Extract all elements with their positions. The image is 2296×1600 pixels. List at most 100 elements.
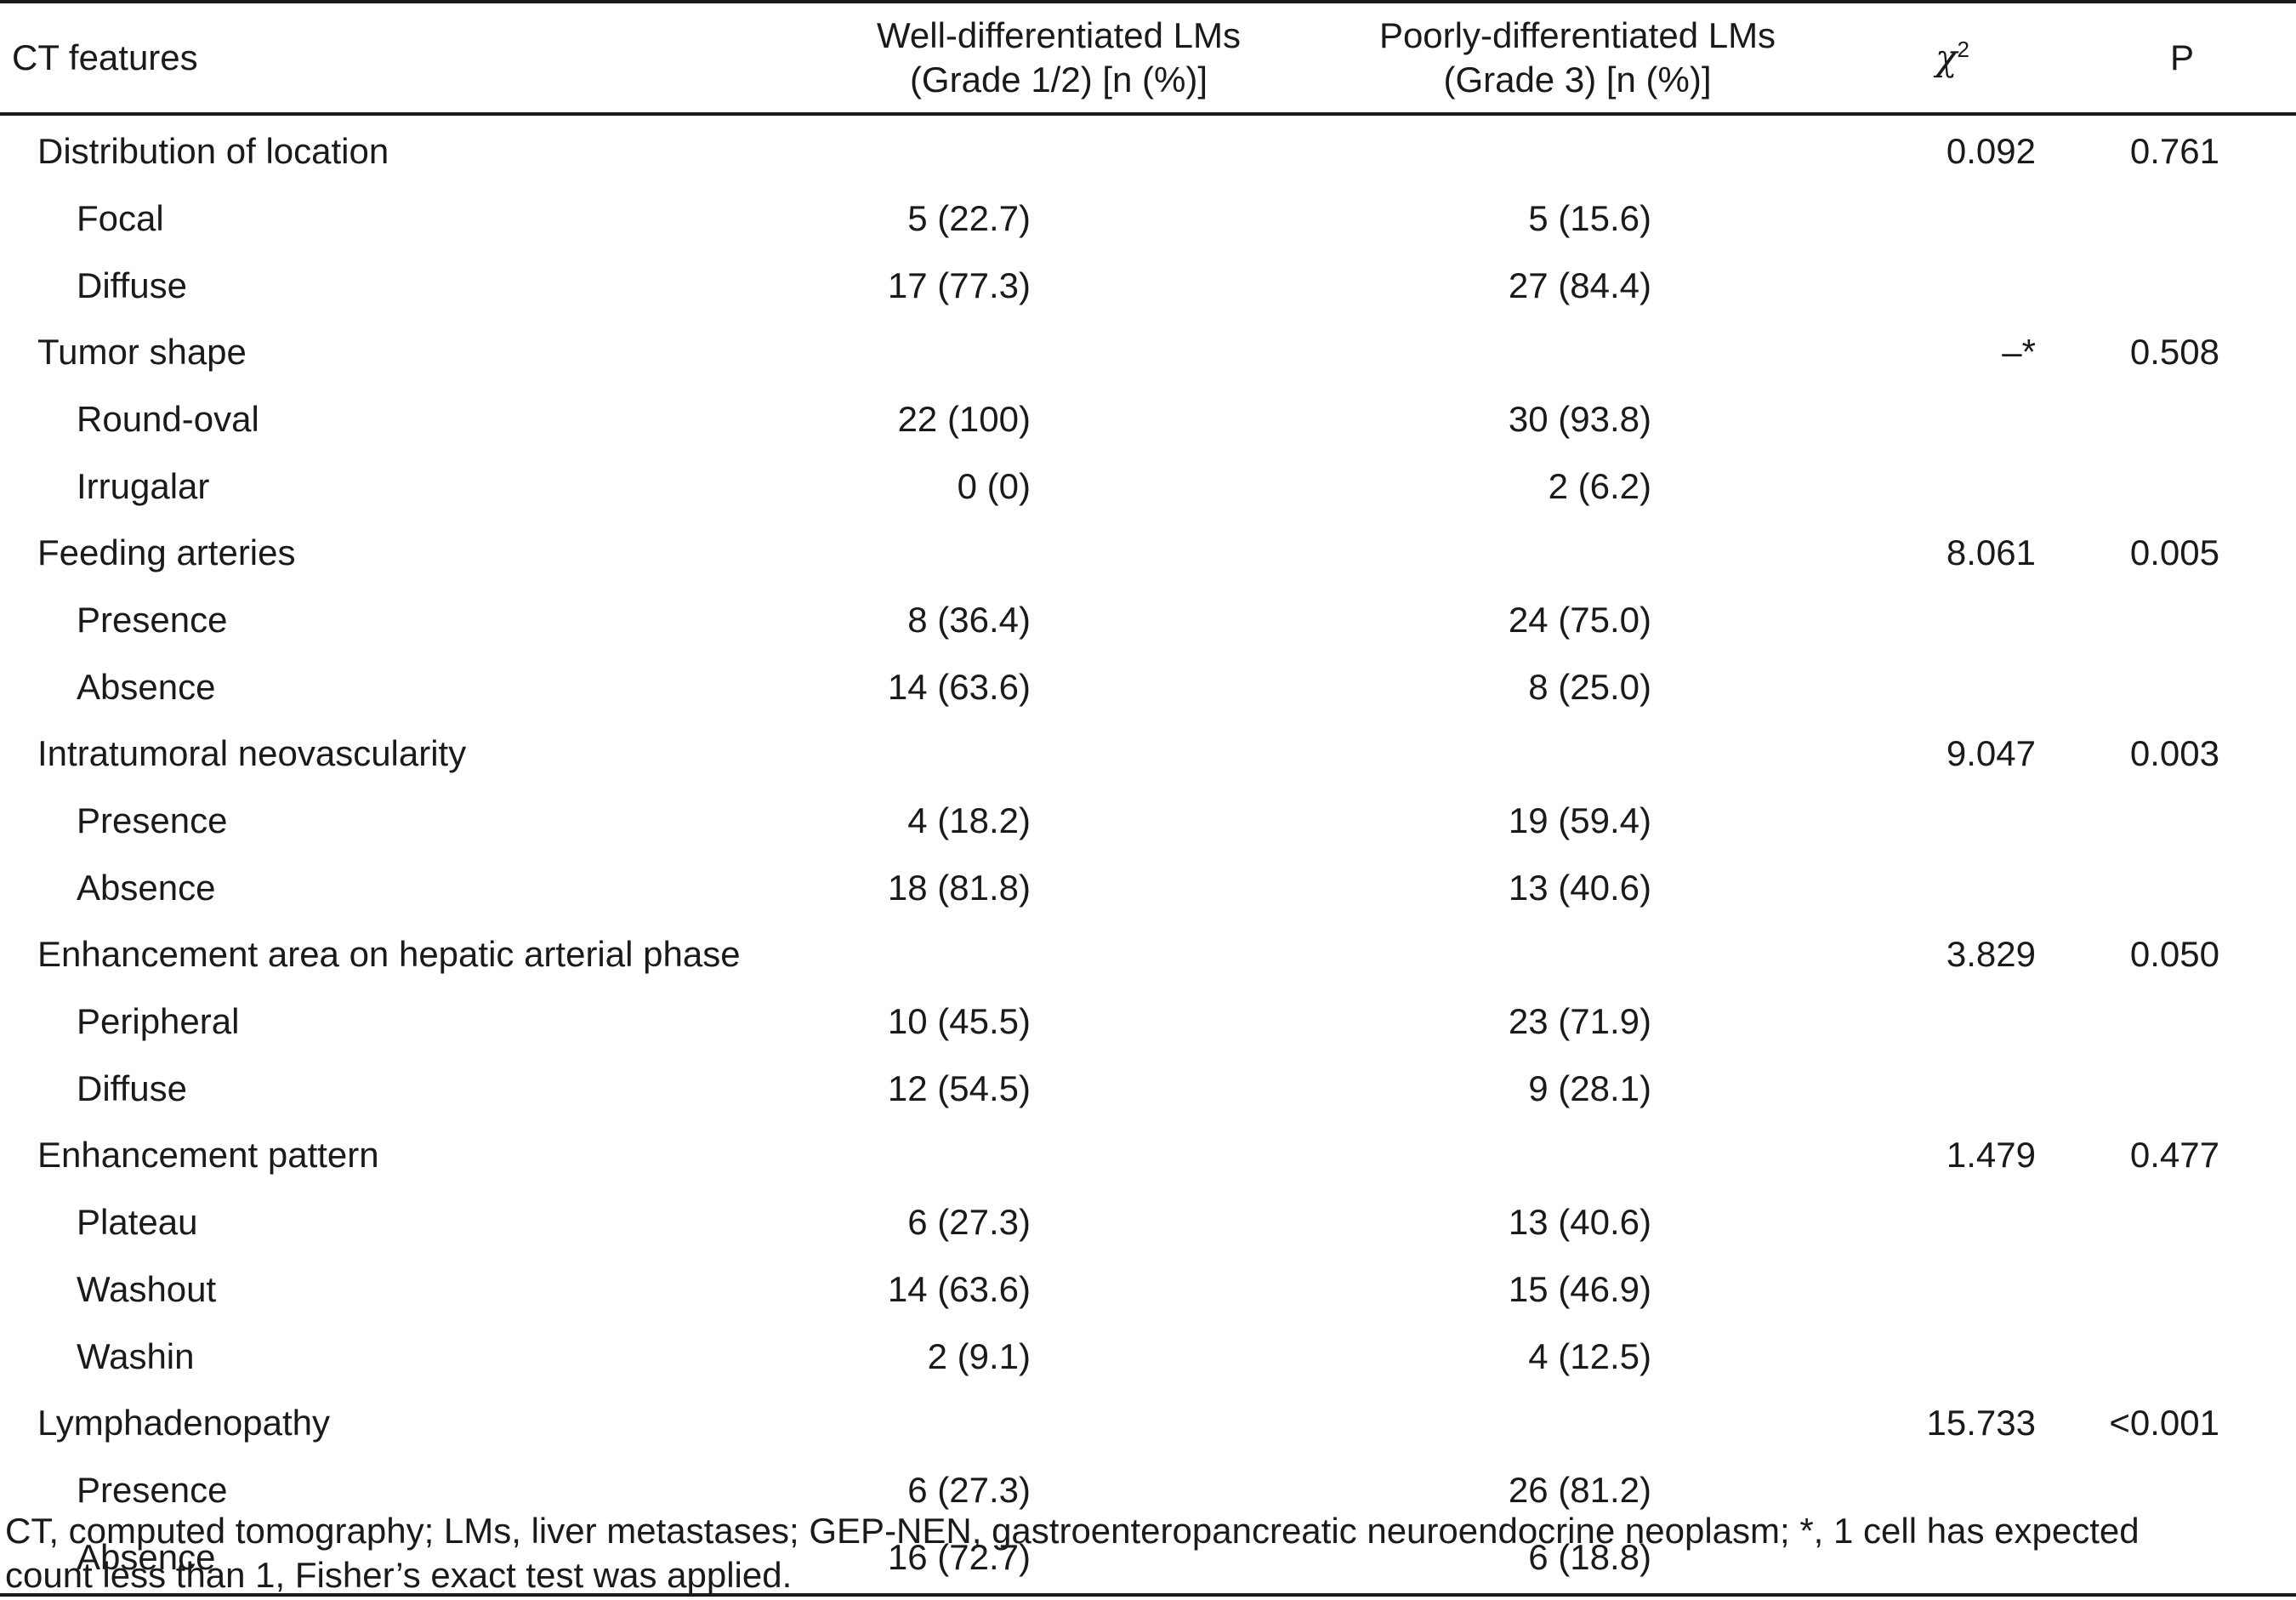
p-value: 0.761 bbox=[2129, 131, 2219, 171]
chi-square-value: 9.047 bbox=[1946, 733, 2036, 773]
well-differentiated-value: 12 (54.5) bbox=[887, 1068, 1031, 1108]
chi-square-value bbox=[1837, 651, 2068, 718]
chi-square-value bbox=[1837, 784, 2068, 851]
chi-square-value: –* bbox=[2002, 332, 2036, 372]
poorly-differentiated-value: 24 (75.0) bbox=[1508, 599, 1651, 640]
subcategory-label: Absence bbox=[77, 666, 216, 707]
well-differentiated-value bbox=[799, 1119, 1318, 1186]
well-differentiated-value: 2 (9.1) bbox=[927, 1335, 1031, 1376]
well-differentiated-value: 6 (27.3) bbox=[907, 1469, 1031, 1510]
chi-square-value bbox=[1837, 584, 2068, 651]
header-chi-square: χ2 bbox=[1837, 0, 2068, 116]
well-differentiated-value bbox=[799, 1387, 1318, 1454]
table-row: Peripheral 10 (45.5) 23 (71.9) bbox=[0, 985, 2296, 1052]
chi-square-value: 8.061 bbox=[1946, 532, 2036, 572]
header-poor-line2: (Grade 3) [n (%)] bbox=[1443, 60, 1712, 100]
category-label: Intratumoral neovascularity bbox=[37, 733, 467, 773]
subcategory-label: Washout bbox=[77, 1268, 217, 1309]
table-header: CT features Well-differentiated LMs (Gra… bbox=[0, 0, 2296, 116]
header-p-value: P bbox=[2068, 0, 2296, 116]
chi-superscript: 2 bbox=[1957, 37, 1969, 62]
chi-square-value bbox=[1837, 985, 2068, 1052]
poorly-differentiated-value: 4 (12.5) bbox=[1528, 1335, 1651, 1376]
poorly-differentiated-value: 26 (81.2) bbox=[1508, 1469, 1651, 1510]
chi-square-value bbox=[1837, 1186, 2068, 1253]
table-row: Presence 8 (36.4) 24 (75.0) bbox=[0, 584, 2296, 651]
well-differentiated-value: 5 (22.7) bbox=[907, 197, 1031, 238]
p-value bbox=[2068, 450, 2296, 517]
category-label: Distribution of location bbox=[37, 131, 389, 171]
table-footnote: CT, computed tomography; LMs, liver meta… bbox=[5, 1509, 2284, 1597]
well-differentiated-value: 14 (63.6) bbox=[887, 1268, 1031, 1309]
well-differentiated-value bbox=[799, 718, 1318, 784]
category-row: Intratumoral neovascularity 9.047 0.003 bbox=[0, 718, 2296, 784]
poorly-differentiated-value: 9 (28.1) bbox=[1528, 1068, 1651, 1108]
table-row: Presence 6 (27.3) 26 (81.2) bbox=[0, 1454, 2296, 1521]
subcategory-label: Absence bbox=[0, 1521, 799, 1597]
header-row: CT features Well-differentiated LMs (Gra… bbox=[0, 0, 2296, 116]
poorly-differentiated-value: 19 (59.4) bbox=[1508, 800, 1651, 840]
well-differentiated-value: 17 (77.3) bbox=[887, 265, 1031, 305]
table-row: Diffuse 17 (77.3) 27 (84.4) bbox=[0, 249, 2296, 316]
subcategory-label: Peripheral bbox=[77, 1000, 240, 1041]
chi-square-value: 1.479 bbox=[1946, 1135, 2036, 1175]
category-row: Lymphadenopathy 15.733 <0.001 bbox=[0, 1387, 2296, 1454]
table-body: Distribution of location 0.092 0.761 Focal 5… bbox=[0, 114, 2296, 1597]
header-poor-line1: Poorly-differentiated LMs bbox=[1378, 15, 1776, 55]
p-value bbox=[2068, 1320, 2296, 1387]
p-value: 0.005 bbox=[2129, 532, 2219, 572]
table-row: Plateau 6 (27.3) 13 (40.6) bbox=[0, 1186, 2296, 1253]
category-row: Feeding arteries 8.061 0.005 bbox=[0, 517, 2296, 584]
poorly-differentiated-value bbox=[1318, 919, 1837, 985]
chi-square-value: 0.092 bbox=[1946, 131, 2036, 171]
table-row: Absence 16 (72.7) 6 (18.8) bbox=[0, 1521, 2296, 1597]
table-row: Absence 18 (81.8) 13 (40.6) bbox=[0, 851, 2296, 919]
poorly-differentiated-value: 5 (15.6) bbox=[1528, 197, 1651, 238]
poorly-differentiated-value bbox=[1318, 1387, 1837, 1454]
subcategory-label: Washin bbox=[77, 1335, 195, 1376]
poorly-differentiated-value: 8 (25.0) bbox=[1528, 666, 1651, 707]
poorly-differentiated-value: 13 (40.6) bbox=[1508, 1201, 1651, 1242]
subcategory-label: Presence bbox=[77, 1469, 228, 1510]
poorly-differentiated-value bbox=[1318, 114, 1837, 182]
poorly-differentiated-value bbox=[1318, 1119, 1837, 1186]
well-differentiated-value: 10 (45.5) bbox=[887, 1000, 1031, 1041]
header-well-differentiated: Well-differentiated LMs (Grade 1/2) [n (… bbox=[799, 0, 1318, 116]
chi-square-value bbox=[1837, 182, 2068, 249]
well-differentiated-value: 22 (100) bbox=[897, 398, 1031, 439]
p-value bbox=[2068, 1253, 2296, 1320]
subcategory-label: Diffuse bbox=[77, 1068, 187, 1108]
category-label: Feeding arteries bbox=[37, 532, 296, 572]
subcategory-label: Irrugalar bbox=[77, 465, 210, 506]
chi-square-value bbox=[1837, 1253, 2068, 1320]
p-value: 0.508 bbox=[2129, 332, 2219, 372]
well-differentiated-value bbox=[799, 114, 1318, 182]
table-row: Washout 14 (63.6) 15 (46.9) bbox=[0, 1253, 2296, 1320]
subcategory-label: Presence bbox=[77, 800, 228, 840]
table-row: Round-oval 22 (100) 30 (93.8) bbox=[0, 383, 2296, 450]
table-row: Presence 4 (18.2) 19 (59.4) bbox=[0, 784, 2296, 851]
chi-square-value bbox=[1837, 450, 2068, 517]
well-differentiated-value: 0 (0) bbox=[957, 465, 1031, 506]
p-value bbox=[2068, 985, 2296, 1052]
well-differentiated-value: 6 (27.3) bbox=[907, 1201, 1031, 1242]
well-differentiated-value: 14 (63.6) bbox=[887, 666, 1031, 707]
subcategory-label: Diffuse bbox=[77, 265, 187, 305]
p-value bbox=[2068, 249, 2296, 316]
well-differentiated-value: 4 (18.2) bbox=[907, 800, 1031, 840]
header-ct-features: CT features bbox=[0, 0, 799, 116]
p-value: <0.001 bbox=[2109, 1403, 2219, 1443]
footnote-line-2: count less than 1, Fisher’s exact test w… bbox=[5, 1555, 793, 1595]
well-differentiated-value: 8 (36.4) bbox=[907, 599, 1031, 640]
p-value bbox=[2068, 1521, 2296, 1597]
poorly-differentiated-value: 2 (6.2) bbox=[1548, 465, 1651, 506]
chi-square-value bbox=[1837, 851, 2068, 919]
category-row: Enhancement pattern 1.479 0.477 bbox=[0, 1119, 2296, 1186]
table-row: Absence 14 (63.6) 8 (25.0) bbox=[0, 651, 2296, 718]
table-row: Diffuse 12 (54.5) 9 (28.1) bbox=[0, 1052, 2296, 1119]
p-value bbox=[2068, 182, 2296, 249]
table-row: Focal 5 (22.7) 5 (15.6) bbox=[0, 182, 2296, 249]
chi-square-value bbox=[1837, 249, 2068, 316]
